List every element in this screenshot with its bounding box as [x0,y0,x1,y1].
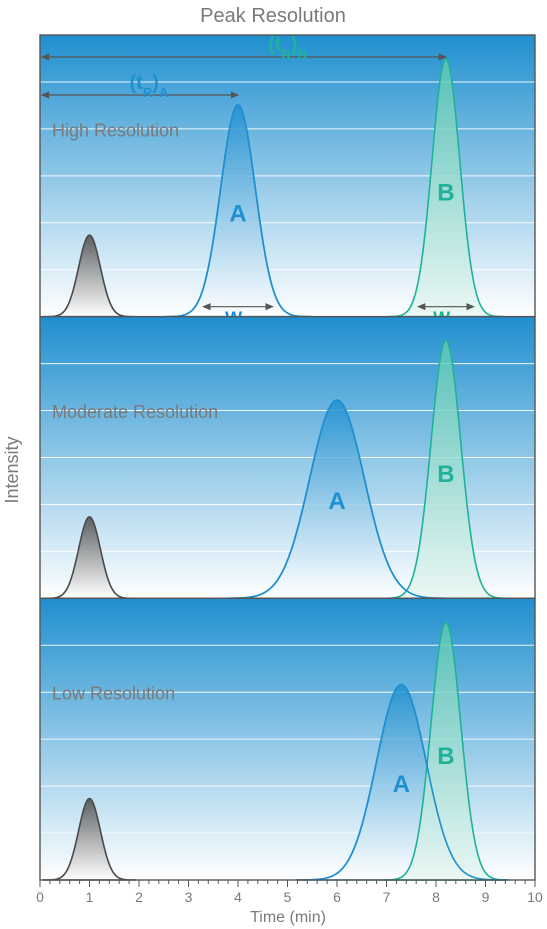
x-tick-label: 6 [333,889,341,905]
x-tick-label: 8 [432,889,440,905]
peak-A-label: A [393,771,410,798]
figure-title: Peak Resolution [200,5,346,27]
x-tick-label: 9 [482,889,490,905]
x-axis: 0 1 2 3 4 5 6 7 8 9 10 [36,880,543,905]
peak-A-label: A [328,488,345,515]
peak-B-label: B [437,461,454,488]
x-tick-label: 3 [185,889,193,905]
x-tick-label: 4 [234,889,242,905]
panel-2: Low Resolution AB [40,598,535,880]
panel-label: High Resolution [52,120,179,140]
x-tick-label: 1 [86,889,94,905]
panel-0: High ResolutionAB(tR)B(tR)AWAWB [40,34,535,335]
peak-resolution-figure: Peak Resolution Intensity High Resolutio… [0,0,547,929]
panel-label: Moderate Resolution [52,402,218,422]
x-tick-label: 5 [284,889,292,905]
peak-A-label: A [229,200,246,227]
panel-1: Moderate Resolution A B [40,317,535,599]
x-tick-label: 0 [36,889,44,905]
x-tick-label: 10 [527,889,543,905]
x-axis-label: Time (min) [250,909,326,926]
x-tick-label: 7 [383,889,391,905]
y-axis-label: Intensity [2,436,22,503]
peak-B-label: B [437,180,454,207]
peak-B-label: B [437,743,454,770]
panels-group: High ResolutionAB(tR)B(tR)AWAWBModerate … [36,34,543,905]
panel-label: Low Resolution [52,684,175,704]
x-tick-label: 2 [135,889,143,905]
